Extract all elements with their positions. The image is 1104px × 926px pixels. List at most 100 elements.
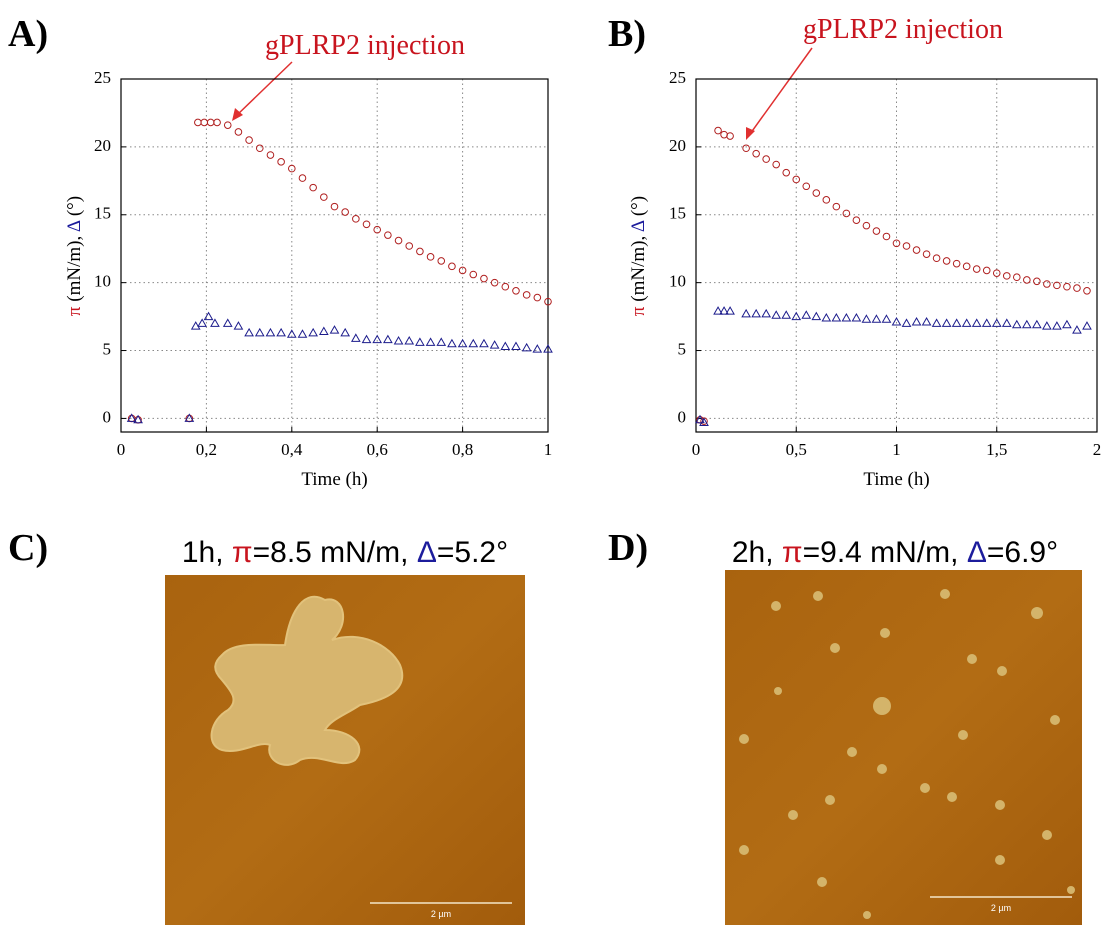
y-label-part: (°) bbox=[64, 196, 85, 221]
y-label-part: Δ bbox=[628, 220, 649, 232]
data-point bbox=[901, 318, 912, 327]
data-point bbox=[842, 209, 851, 218]
data-point bbox=[1072, 325, 1082, 334]
data-point bbox=[361, 334, 372, 344]
data-point bbox=[801, 310, 812, 319]
x-tick-label: 0,4 bbox=[281, 440, 303, 459]
data-point bbox=[1073, 284, 1081, 292]
caption-part: =5.2° bbox=[437, 536, 508, 569]
data-point bbox=[961, 318, 972, 327]
y-tick-label: 25 bbox=[669, 68, 686, 87]
data-point bbox=[981, 318, 992, 327]
data-point bbox=[1083, 287, 1091, 295]
data-point bbox=[308, 327, 319, 337]
plot-frame bbox=[695, 78, 1098, 433]
data-point bbox=[210, 318, 220, 327]
data-point bbox=[1052, 321, 1062, 330]
annotation-arrow bbox=[235, 61, 293, 117]
data-point bbox=[751, 308, 762, 318]
data-point bbox=[480, 274, 488, 283]
plot-frame bbox=[120, 78, 549, 433]
data-point bbox=[393, 336, 404, 345]
data-point bbox=[490, 278, 499, 287]
data-point bbox=[200, 118, 209, 127]
data-point bbox=[772, 160, 781, 169]
y-tick-label: 5 bbox=[678, 339, 687, 358]
data-point bbox=[126, 413, 137, 422]
data-point bbox=[851, 312, 862, 322]
data-point bbox=[276, 327, 286, 337]
data-point bbox=[254, 327, 265, 337]
data-point bbox=[533, 293, 542, 302]
data-point bbox=[892, 239, 901, 248]
data-point bbox=[1001, 318, 1012, 327]
caption-part: =9.4 mN/m, bbox=[803, 536, 967, 569]
data-point bbox=[501, 282, 510, 291]
data-point bbox=[372, 334, 383, 344]
x-tick-label: 1 bbox=[544, 440, 553, 459]
y-axis-label: π (mN/m), Δ (°) bbox=[64, 196, 85, 316]
data-point bbox=[521, 342, 532, 352]
x-axis-label: Time (h) bbox=[863, 469, 929, 490]
x-axis-label: Time (h) bbox=[301, 469, 367, 490]
data-point bbox=[811, 311, 822, 321]
data-point bbox=[992, 269, 1001, 277]
x-tick-label: 1,5 bbox=[986, 440, 1007, 459]
data-point bbox=[1063, 282, 1071, 291]
panel-label: A) bbox=[8, 13, 48, 55]
data-point bbox=[425, 337, 436, 346]
data-point bbox=[962, 262, 971, 271]
data-point bbox=[133, 414, 143, 424]
data-point bbox=[1002, 272, 1011, 280]
caption-part: 1h, bbox=[182, 536, 232, 569]
data-point bbox=[426, 253, 435, 261]
data-point bbox=[1021, 319, 1032, 329]
annotation-arrowhead bbox=[746, 127, 755, 140]
data-point bbox=[297, 329, 308, 338]
annotation: gPLRP2 injection bbox=[803, 14, 1003, 45]
data-point bbox=[942, 257, 951, 265]
x-tick-label: 0 bbox=[692, 440, 701, 459]
data-point bbox=[405, 242, 414, 250]
data-point bbox=[726, 132, 734, 140]
data-point bbox=[921, 317, 932, 326]
data-point bbox=[448, 262, 456, 271]
y-tick-label: 0 bbox=[678, 407, 687, 426]
panel-label: B) bbox=[608, 13, 646, 55]
data-point bbox=[309, 183, 317, 192]
x-tick-label: 2 bbox=[1093, 440, 1102, 459]
data-point bbox=[699, 417, 709, 426]
data-point bbox=[821, 312, 832, 322]
data-point bbox=[416, 247, 424, 256]
data-point bbox=[384, 231, 392, 239]
data-point bbox=[771, 310, 782, 319]
y-tick-label: 5 bbox=[103, 339, 112, 358]
data-point bbox=[383, 334, 393, 344]
data-point bbox=[436, 337, 447, 346]
data-point bbox=[415, 337, 425, 346]
y-tick-label: 10 bbox=[669, 272, 686, 291]
data-point bbox=[265, 327, 276, 337]
afm-image: 2 µm bbox=[725, 570, 1082, 925]
data-point bbox=[982, 266, 991, 275]
scale-bar-label: 2 µm bbox=[991, 903, 1011, 913]
data-point bbox=[266, 151, 275, 159]
data-point bbox=[762, 155, 770, 163]
x-tick-label: 0,2 bbox=[196, 440, 217, 459]
data-point bbox=[922, 250, 931, 258]
data-point bbox=[532, 344, 543, 353]
y-tick-label: 20 bbox=[669, 136, 686, 155]
data-point bbox=[437, 257, 446, 265]
y-label-part: (mN/m), bbox=[628, 232, 649, 306]
image-caption: 2h, π=9.4 mN/m, Δ=6.9° bbox=[732, 536, 1058, 569]
data-point bbox=[394, 236, 403, 245]
annotation-arrowhead bbox=[232, 108, 243, 121]
data-point bbox=[1042, 321, 1052, 330]
data-point bbox=[713, 306, 723, 315]
data-point bbox=[792, 175, 801, 184]
caption-part: π bbox=[232, 536, 253, 569]
data-point bbox=[404, 336, 415, 345]
data-point bbox=[203, 311, 214, 321]
data-point bbox=[1013, 273, 1021, 282]
